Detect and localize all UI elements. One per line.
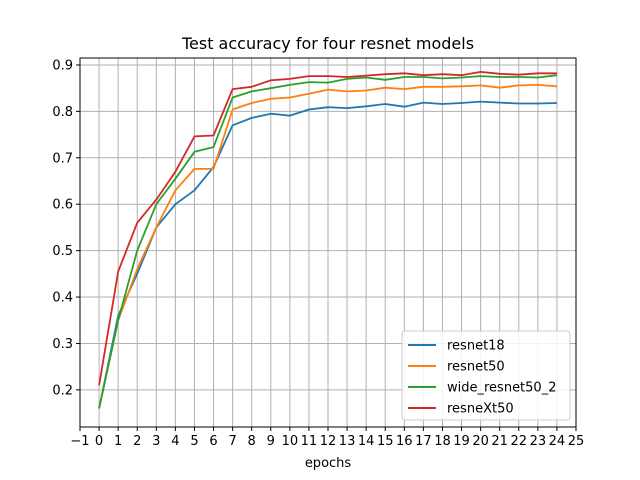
x-tick-label: 2	[133, 434, 141, 449]
x-tick-label: 16	[396, 434, 413, 449]
x-tick-label: 6	[209, 434, 217, 449]
x-tick-label: 15	[377, 434, 394, 449]
legend-box	[401, 330, 571, 421]
x-tick-label: 19	[453, 434, 470, 449]
y-tick-label: 0.4	[52, 291, 73, 306]
x-tick-label: 9	[267, 434, 275, 449]
legend: resnet18 resnet50 wide_resnet50_2 resneXt50	[401, 330, 571, 421]
legend-label: resneXt50	[447, 402, 514, 417]
series-line-resnet50	[98, 84, 557, 409]
x-axis-label: epochs	[305, 456, 352, 471]
x-tick-label: 3	[152, 434, 160, 449]
x-tick-label: 18	[434, 434, 451, 449]
series-line-resneXt50	[98, 71, 557, 386]
y-tick-label: 0.5	[52, 244, 73, 259]
y-tick-label: 0.3	[52, 337, 73, 352]
x-tick-label: 25	[568, 434, 585, 449]
x-tick-label: 1	[114, 434, 122, 449]
x-tick-label: 13	[339, 434, 356, 449]
legend-label: resnet18	[447, 339, 505, 354]
y-tick-label: 0.7	[52, 151, 73, 166]
x-tick-label: 7	[228, 434, 236, 449]
x-tick-label: 10	[282, 434, 299, 449]
x-tick-label: 0	[95, 434, 103, 449]
y-tick-label: 0.6	[52, 198, 73, 213]
x-axis-ticks: −1 0 1 2 3 4 5 6 7 8 9 10 11 12 13 14 15 16 17 18 19 20 21 22 23…	[70, 427, 584, 449]
x-tick-label: 17	[415, 434, 432, 449]
y-tick-label: 0.8	[52, 105, 73, 120]
x-tick-label: 21	[491, 434, 508, 449]
x-tick-label: 14	[358, 434, 375, 449]
x-tick-label: 4	[171, 434, 179, 449]
x-tick-label: 5	[190, 434, 198, 449]
x-tick-label: 22	[510, 434, 527, 449]
series-lines	[98, 71, 558, 409]
x-tick-label: 23	[530, 434, 547, 449]
x-tick-label: 12	[320, 434, 337, 449]
chart-title: Test accuracy for four resnet models	[181, 34, 474, 53]
x-tick-label: 20	[472, 434, 489, 449]
legend-label: resnet50	[447, 360, 505, 375]
legend-label: wide_resnet50_2	[447, 381, 556, 396]
x-tick-label: 11	[301, 434, 318, 449]
y-tick-label: 0.9	[52, 58, 73, 73]
series-line-resnet18	[98, 100, 557, 409]
x-tick-label: −1	[70, 434, 89, 449]
x-tick-label: 24	[549, 434, 566, 449]
series-line-wide_resnet50_2	[98, 74, 558, 409]
y-tick-label: 0.2	[52, 383, 73, 398]
x-tick-label: 8	[248, 434, 256, 449]
y-axis-ticks: 0.2 0.3 0.4 0.5 0.6 0.7 0.8 0.9	[52, 58, 80, 398]
